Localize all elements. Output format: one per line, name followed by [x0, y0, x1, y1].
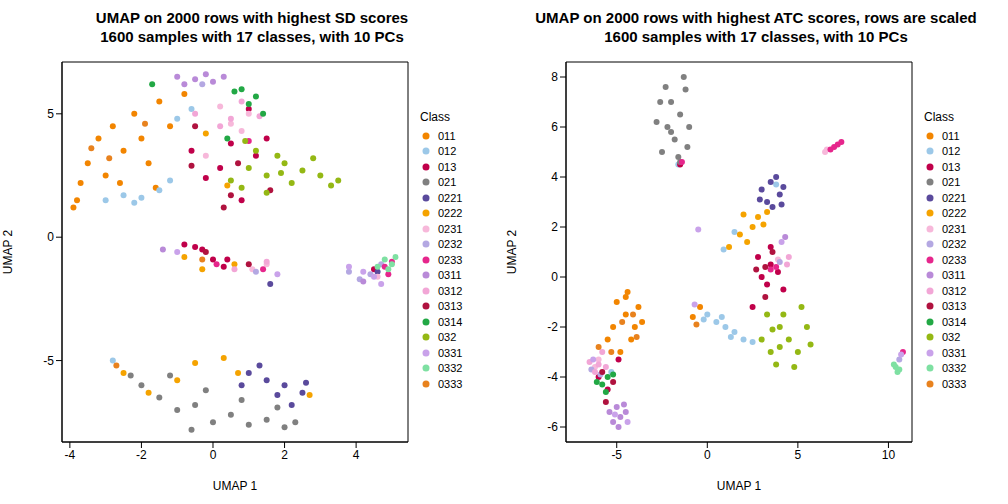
svg-text:-2: -2: [136, 448, 147, 462]
svg-text:-5: -5: [611, 448, 622, 462]
html-text:0231: 0231: [942, 222, 967, 235]
html-text:1600 samples with 17 classes,: 1600 samples with 17 classes, with 10 PC…: [100, 28, 404, 45]
html-text:032: 032: [438, 331, 457, 344]
svg-text:-6: -6: [547, 420, 558, 434]
html-text:0332: 0332: [438, 362, 463, 375]
html-text:0232: 0232: [942, 238, 967, 251]
html-text:0233: 0233: [942, 253, 967, 266]
html-text:021: 021: [438, 176, 457, 189]
svg-text:-4: -4: [547, 370, 558, 384]
html-text:012: 012: [942, 145, 961, 158]
svg-text:UMAP 2: UMAP 2: [505, 229, 519, 274]
html-text:Class: Class: [924, 110, 954, 124]
svg-text:4: 4: [353, 448, 360, 462]
html-text:1600 samples with 17 classes,: 1600 samples with 17 classes, with 10 PC…: [604, 28, 908, 45]
svg-text:0: 0: [210, 448, 217, 462]
svg-text:-5: -5: [43, 354, 54, 368]
html-text:0231: 0231: [438, 222, 463, 235]
html-text:0311: 0311: [438, 269, 462, 282]
html-text:0313: 0313: [438, 300, 463, 313]
html-text:0233: 0233: [438, 253, 463, 266]
html-text:0312: 0312: [438, 284, 463, 297]
html-text:0333: 0333: [438, 377, 463, 390]
html-text:0232: 0232: [438, 238, 463, 251]
svg-text:-4: -4: [65, 448, 76, 462]
html-text:0333: 0333: [942, 377, 967, 390]
html-text:011: 011: [942, 129, 960, 142]
html-text:0311: 0311: [942, 269, 966, 282]
svg-text:0: 0: [551, 270, 558, 284]
html-text:0332: 0332: [942, 362, 967, 375]
svg-text:5: 5: [795, 448, 802, 462]
html-text:011: 011: [438, 129, 456, 142]
svg-text:2: 2: [281, 448, 288, 462]
html-text:UMAP on 2000 rows with highest: UMAP on 2000 rows with highest ATC score…: [535, 9, 977, 26]
html-text:0221: 0221: [942, 191, 967, 204]
svg-text:0: 0: [47, 230, 54, 244]
html-text:012: 012: [438, 145, 457, 158]
svg-text:5: 5: [47, 107, 54, 121]
svg-text:10: 10: [882, 448, 896, 462]
html-text:013: 013: [942, 160, 961, 173]
svg-text:UMAP 1: UMAP 1: [717, 479, 762, 493]
html-text:0222: 0222: [942, 207, 967, 220]
html-text:0331: 0331: [942, 346, 967, 359]
svg-text:UMAP 2: UMAP 2: [8, 229, 15, 274]
svg-text:0: 0: [704, 448, 711, 462]
html-text:013: 013: [438, 160, 457, 173]
svg-text:4: 4: [551, 170, 558, 184]
html-text:0312: 0312: [942, 284, 967, 297]
html-text:0313: 0313: [942, 300, 967, 313]
html-text:0314: 0314: [942, 315, 967, 328]
html-text:0314: 0314: [438, 315, 463, 328]
html-text:021: 021: [942, 176, 961, 189]
svg-text:2: 2: [551, 220, 558, 234]
html-text:0221: 0221: [438, 191, 463, 204]
svg-text:-2: -2: [547, 320, 558, 334]
svg-text:8: 8: [551, 70, 558, 84]
html-text:UMAP on 2000 rows with highest: UMAP on 2000 rows with highest SD scores: [95, 9, 409, 26]
html-text:0222: 0222: [438, 207, 463, 220]
svg-text:UMAP 1: UMAP 1: [213, 479, 258, 493]
svg-text:6: 6: [551, 120, 558, 134]
html-text:Class: Class: [420, 110, 450, 124]
html-text:0331: 0331: [438, 346, 463, 359]
html-text:032: 032: [942, 331, 961, 344]
